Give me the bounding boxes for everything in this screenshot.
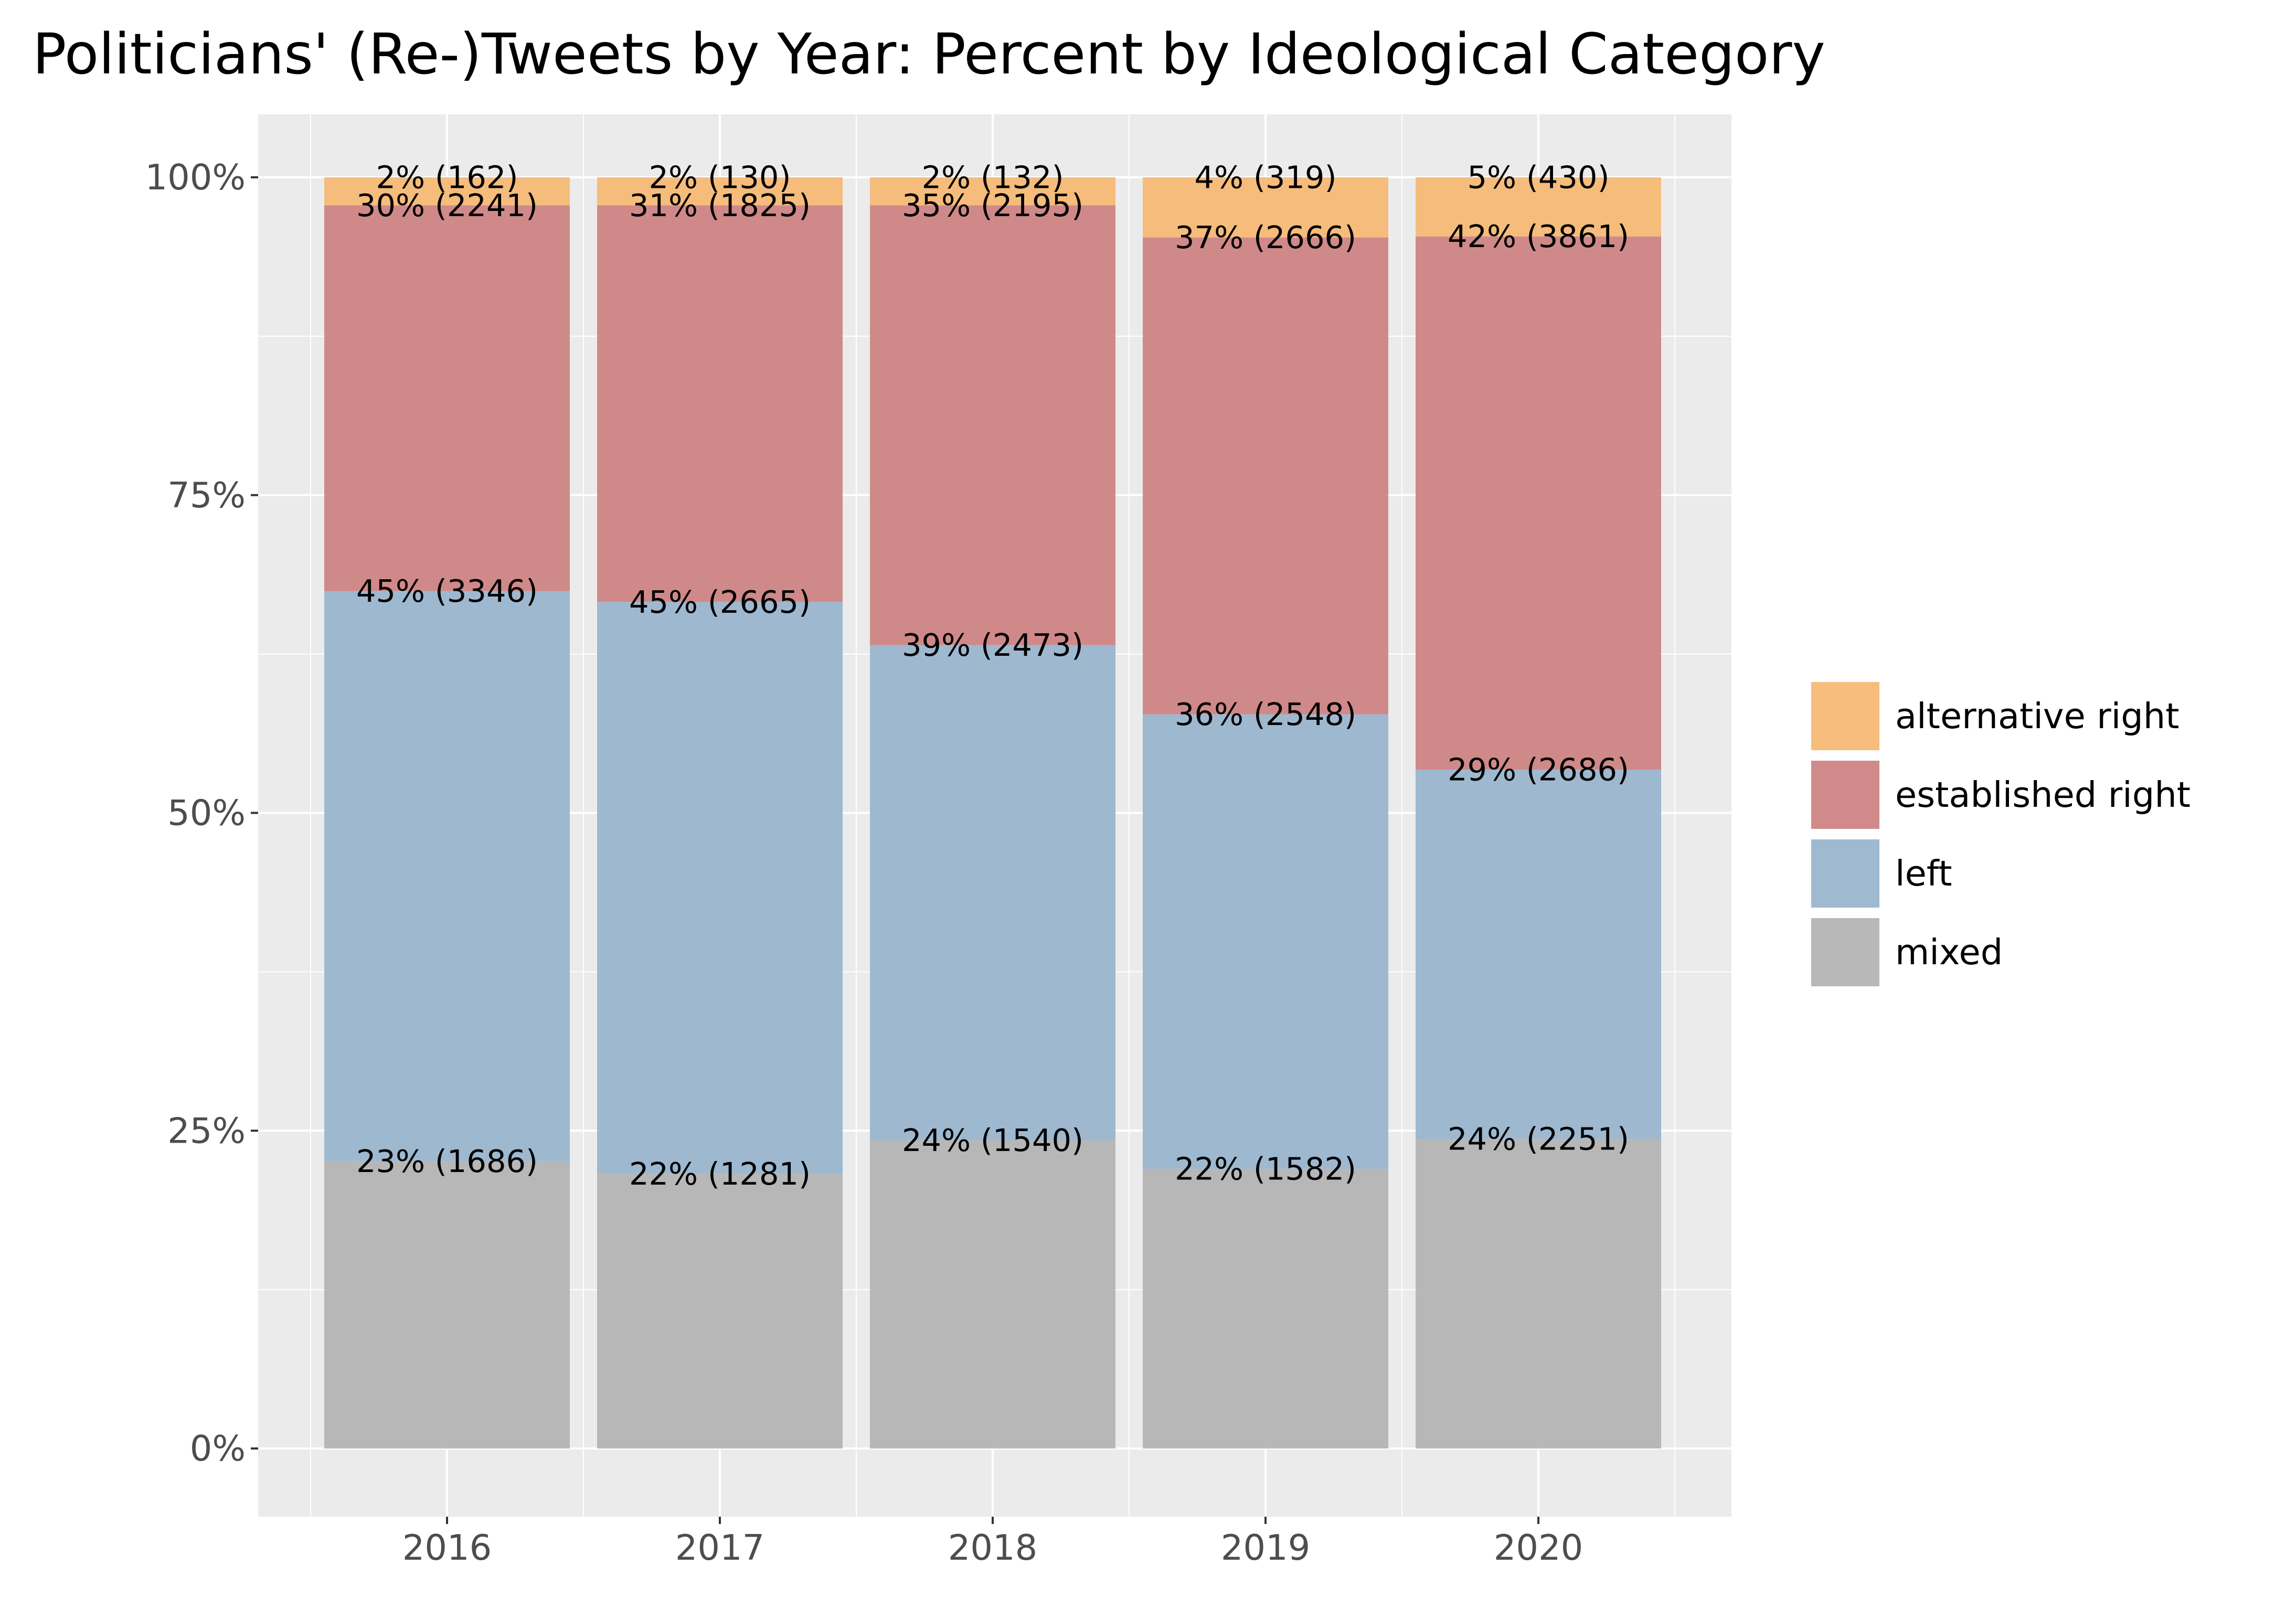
legend-key-mixed: [1811, 918, 1879, 986]
bar-mixed-2018: [870, 1140, 1115, 1448]
bar-alternative-right-2019: [1143, 177, 1388, 238]
x-tick-label: 2019: [1221, 1527, 1311, 1568]
data-label: 30% (2241): [356, 187, 538, 223]
data-label: 35% (2195): [902, 187, 1083, 223]
bar-labels-group: 23% (1686) 45% (3346) 30% (2241)2% (162) 22…: [356, 159, 1629, 1192]
x-axis: 2016 2017 2018 2019 2020: [402, 1517, 1583, 1568]
data-label: 4% (319): [1194, 159, 1336, 196]
legend-label: established right: [1895, 774, 2191, 815]
data-label: 39% (2473): [902, 627, 1083, 663]
data-label: 45% (2665): [629, 584, 811, 620]
data-label: 2% (132): [921, 159, 1064, 196]
data-label: 22% (1582): [1175, 1150, 1356, 1187]
bar-left-2020: [1416, 770, 1661, 1139]
data-label: 2% (162): [376, 159, 518, 196]
chart-title: Politicians' (Re-)Tweets by Year: Percen…: [33, 22, 1825, 87]
legend-label: mixed: [1895, 932, 2003, 973]
data-label: 31% (1825): [629, 187, 811, 223]
legend-key-left: [1811, 839, 1879, 908]
bars-group: [324, 177, 1661, 1448]
data-label: 2% (130): [649, 159, 791, 196]
bar-alternative-right-2018: [870, 177, 1115, 206]
legend-key-established-right: [1811, 761, 1879, 829]
data-label: 29% (2686): [1448, 752, 1629, 788]
bar-established-right-2020: [1416, 236, 1661, 770]
bar-left-2016: [324, 591, 570, 1162]
bar-established-right-2016: [324, 205, 570, 591]
bar-mixed-2019: [1143, 1168, 1388, 1448]
data-label: 5% (430): [1467, 159, 1609, 196]
y-tick-label: 100%: [145, 157, 246, 198]
y-tick-label: 0%: [190, 1428, 246, 1469]
data-label: 37% (2666): [1175, 219, 1356, 255]
data-label: 22% (1281): [629, 1156, 811, 1192]
bar-established-right-2018: [870, 205, 1115, 645]
bar-established-right-2017: [597, 205, 843, 602]
y-tick-label: 25%: [167, 1110, 246, 1151]
legend: alternative right established right left mi…: [1811, 682, 2191, 986]
legend-label: left: [1895, 853, 1952, 894]
x-tick-label: 2016: [402, 1527, 492, 1568]
y-tick-label: 50%: [167, 793, 246, 834]
bar-mixed-2016: [324, 1161, 570, 1448]
data-label: 45% (3346): [356, 573, 538, 609]
data-label: 24% (1540): [902, 1122, 1083, 1158]
bar-mixed-2017: [597, 1174, 843, 1448]
x-tick-label: 2018: [948, 1527, 1038, 1568]
legend-label: alternative right: [1895, 696, 2180, 737]
bar-mixed-2020: [1416, 1138, 1661, 1448]
bar-left-2018: [870, 645, 1115, 1141]
bar-left-2017: [597, 602, 843, 1174]
data-label: 23% (1686): [356, 1143, 538, 1179]
bar-alternative-right-2020: [1416, 177, 1661, 237]
x-tick-label: 2017: [675, 1527, 765, 1568]
bar-left-2019: [1143, 714, 1388, 1169]
legend-key-alternative-right: [1811, 682, 1879, 750]
y-tick-label: 75%: [167, 475, 246, 516]
y-axis: 0% 25% 50% 75% 100%: [145, 157, 258, 1469]
bar-alternative-right-2016: [324, 177, 570, 206]
bar-established-right-2019: [1143, 237, 1388, 715]
x-tick-label: 2020: [1494, 1527, 1583, 1568]
bar-alternative-right-2017: [597, 177, 843, 206]
data-label: 24% (2251): [1448, 1121, 1629, 1157]
data-label: 36% (2548): [1175, 696, 1356, 732]
data-label: 42% (3861): [1448, 218, 1629, 254]
